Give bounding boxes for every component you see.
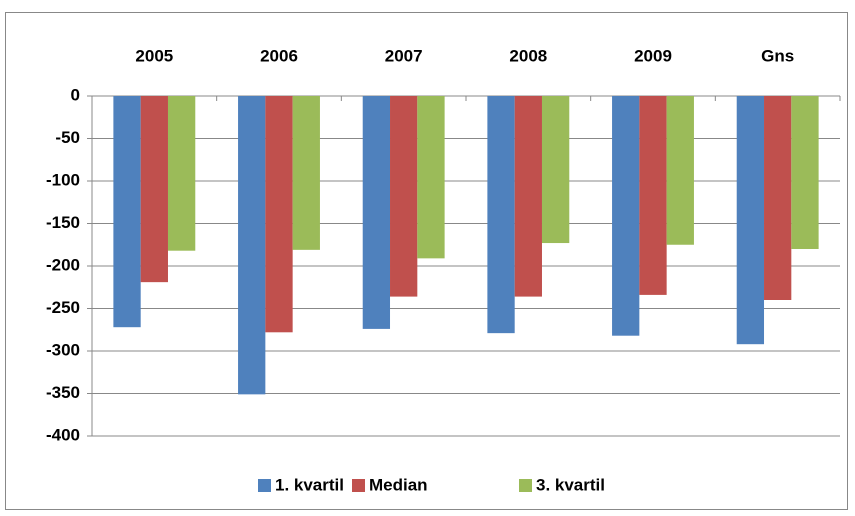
bar: [238, 96, 266, 395]
y-tick-label: -100: [46, 170, 80, 189]
legend-label: 1. kvartil: [275, 475, 344, 494]
y-tick-label: -50: [55, 128, 80, 147]
y-tick-label: -300: [46, 340, 80, 359]
bar: [514, 96, 542, 297]
x-tick-label: 2006: [260, 46, 298, 65]
legend-swatch: [519, 479, 532, 492]
bar: [362, 96, 391, 329]
x-tick-label: 2009: [634, 46, 672, 65]
bar: [639, 96, 667, 295]
y-tick-label: -250: [46, 298, 80, 317]
x-tick-label: 2008: [509, 46, 547, 65]
bar: [487, 96, 515, 334]
bar: [265, 96, 293, 333]
bar: [791, 96, 819, 249]
bar: [612, 96, 640, 336]
y-tick-label: -400: [46, 425, 80, 444]
x-tick-label: 2007: [385, 46, 423, 65]
bar: [167, 96, 196, 251]
bar: [113, 96, 141, 328]
bar: [736, 96, 765, 345]
x-tick-label: Gns: [761, 46, 794, 65]
legend-label: 3. kvartil: [536, 475, 605, 494]
x-tick-label: 2005: [135, 46, 173, 65]
bar: [764, 96, 792, 300]
bar: [541, 96, 570, 244]
bar: [292, 96, 320, 250]
bar: [140, 96, 168, 283]
bar: [417, 96, 445, 259]
y-tick-label: -350: [46, 383, 80, 402]
bar: [666, 96, 694, 245]
legend-swatch: [352, 479, 365, 492]
y-tick-label: -200: [46, 255, 80, 274]
legend-label: Median: [369, 475, 428, 494]
bar: [390, 96, 418, 297]
y-tick-label: -150: [46, 213, 80, 232]
legend-swatch: [258, 479, 271, 492]
y-tick-label: 0: [71, 85, 80, 104]
